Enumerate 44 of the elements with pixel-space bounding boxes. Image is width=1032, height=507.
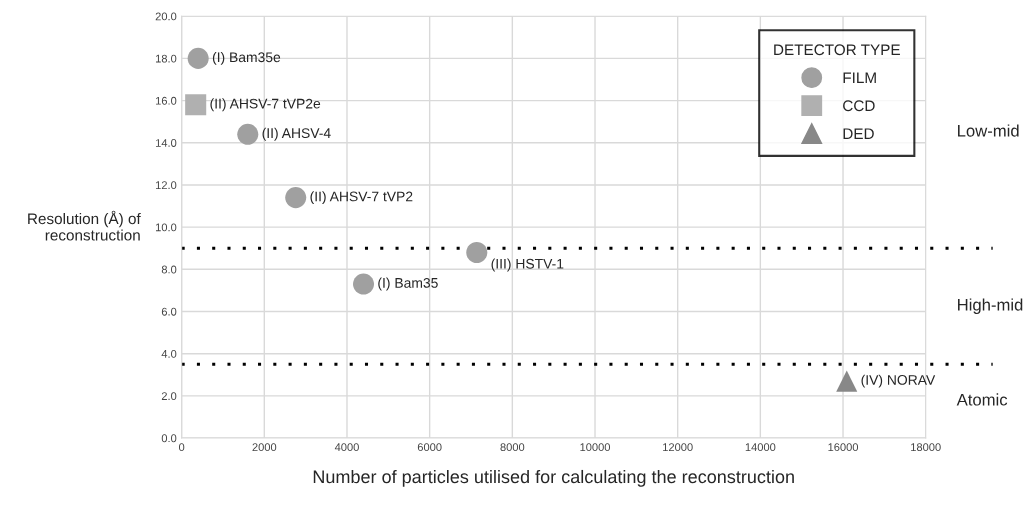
y-tick-label: 16.0: [155, 96, 177, 105]
x-tick-label: 8000: [500, 443, 525, 452]
legend-label: CCD: [843, 100, 875, 112]
annotation: (III) HSTV-1: [491, 258, 564, 272]
y-tick-label: 10.0: [155, 223, 177, 232]
y-tick-label: 8.0: [161, 265, 177, 274]
point: [352, 273, 375, 295]
annotation: (II) AHSV-7 tVP2: [310, 191, 413, 205]
y-tick-label: 12.0: [155, 181, 177, 190]
y-tick-label: 18.0: [155, 54, 177, 63]
x-tick-label: 18000: [911, 443, 941, 452]
x-tick-label: 12000: [663, 443, 693, 452]
point: [185, 94, 207, 116]
x-tick-label: 4000: [334, 443, 359, 452]
y-tick-label: 20.0: [155, 12, 177, 21]
annotation: (II) AHSV-4: [262, 127, 331, 141]
x-tick-label: 14000: [745, 443, 776, 452]
text: Atomic: [956, 393, 1008, 406]
y-tick-label: 4.0: [161, 349, 177, 358]
x-tick-label: 16000: [828, 443, 859, 452]
annotation: (I) Bam35e: [212, 51, 281, 65]
y-axis-title: Resolution (Å) of reconstruction: [28, 210, 141, 241]
point: [237, 123, 259, 145]
x-tick-label: 2000: [252, 443, 277, 452]
legend-label: DED: [843, 128, 874, 139]
point: [466, 241, 488, 263]
y-tick-label: 6.0: [161, 307, 177, 316]
text: High-mid: [958, 298, 1023, 314]
text: Low-mid: [958, 124, 1019, 137]
y-tick-label: 14.0: [155, 139, 177, 147]
annotation: (II) AHSV-7 tVP2e: [210, 98, 321, 112]
legend-title: DETECTOR TYPE: [774, 44, 900, 56]
x-axis-title: Number of particles utilised for calculating the reconstruction: [313, 469, 794, 487]
y-tick-label: 0.0: [161, 434, 177, 443]
legend-label: FILM: [843, 72, 876, 83]
point: [836, 370, 858, 392]
point: [187, 47, 209, 69]
y-tick-label: 2.0: [161, 392, 177, 400]
annotation: (I) Bam35: [378, 277, 438, 291]
x-tick-label: 0: [178, 443, 185, 452]
x-tick-label: 6000: [417, 443, 442, 452]
x-tick-label: 10000: [580, 443, 611, 452]
annotation: (IV) NORAV: [861, 374, 936, 388]
point: [285, 187, 307, 209]
